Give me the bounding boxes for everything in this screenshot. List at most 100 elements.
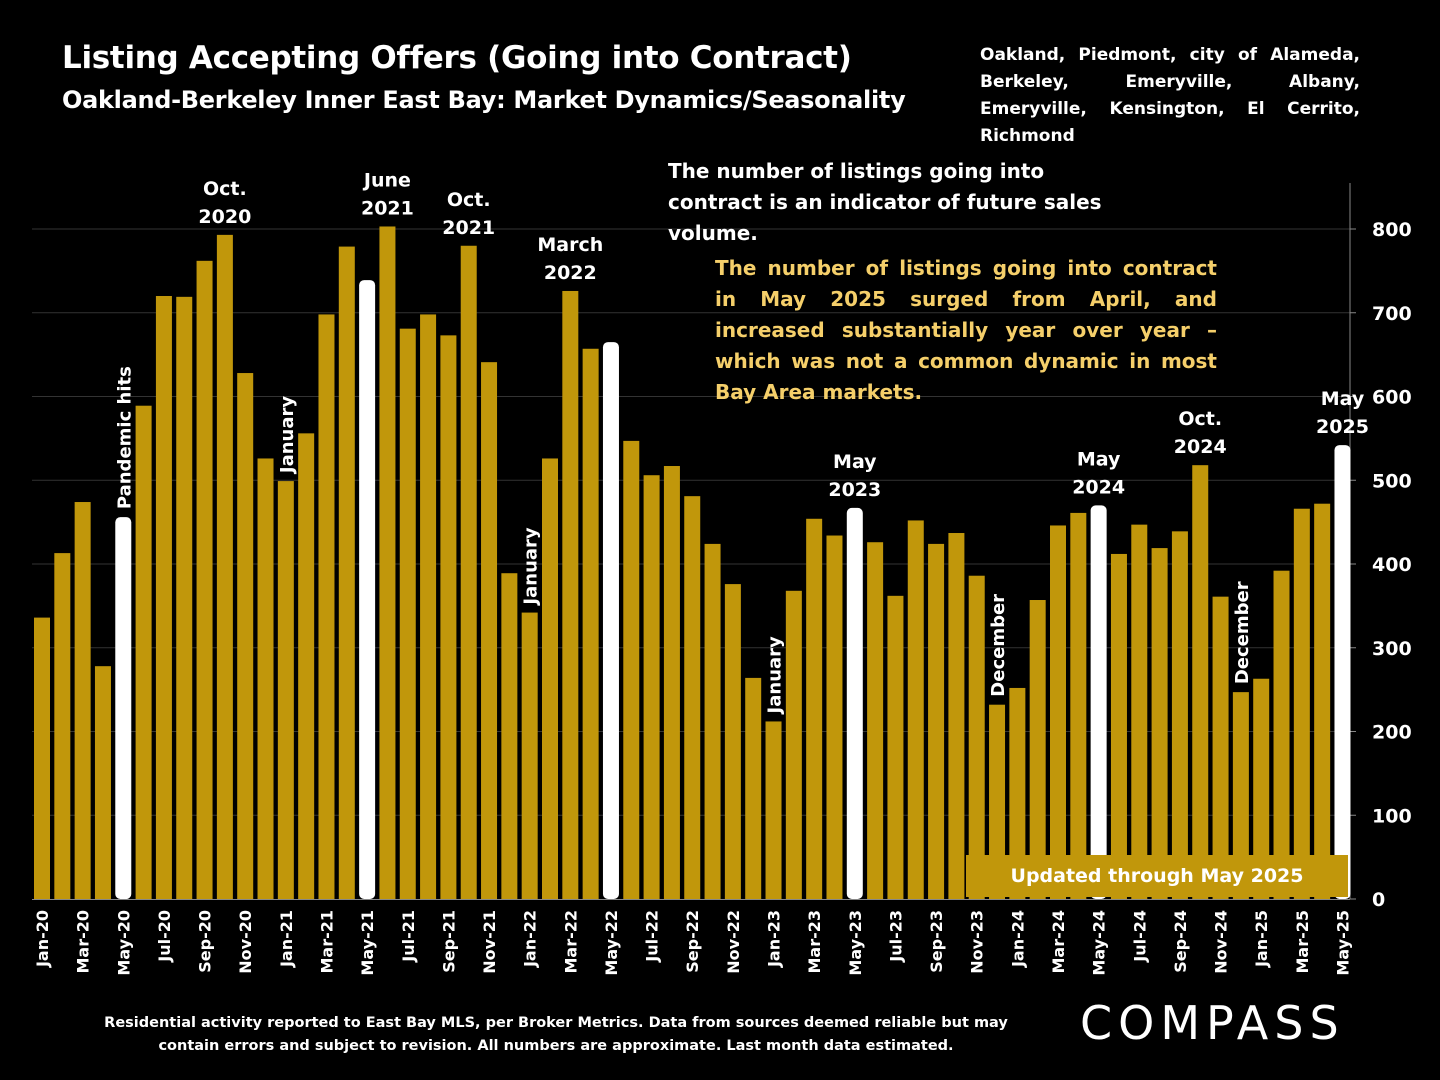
annotation-label: January [521, 527, 542, 606]
y-tick-label: 600 [1372, 387, 1412, 409]
annotation-label: Oct. [1178, 408, 1222, 430]
annotation-label: 2024 [1174, 436, 1227, 458]
annotation-label: January [277, 396, 298, 475]
bar [968, 575, 985, 899]
bar [846, 507, 863, 899]
x-tick-label: Mar-22 [561, 910, 580, 974]
bar [135, 405, 152, 899]
bar [562, 290, 579, 900]
bar [318, 314, 335, 899]
compass-logo: COMPASS [1080, 996, 1345, 1050]
annotation-label: 2025 [1316, 416, 1369, 438]
bar [1151, 548, 1168, 899]
bar [94, 666, 111, 899]
bar [1273, 570, 1290, 899]
x-tick-label: Jan-21 [277, 910, 296, 968]
y-tick-label: 100 [1372, 805, 1412, 827]
x-tick-label: Jul-22 [643, 910, 662, 963]
bar [867, 542, 884, 899]
bar-chart: 0 100 200 300 400 500 600 700 800 Jan-20 Mar-20 May… [32, 169, 1412, 976]
areas-list: Oakland, Piedmont, city of Alameda, Berk… [980, 45, 1360, 146]
bar [481, 362, 498, 900]
x-tick-label: Jul-24 [1130, 910, 1149, 963]
annotation-label: May [1321, 388, 1365, 410]
bar [54, 553, 71, 899]
bar [298, 433, 315, 899]
bar [724, 584, 741, 899]
bar [948, 533, 965, 899]
bar [216, 234, 233, 900]
bar [440, 335, 457, 899]
bar [989, 704, 1006, 899]
bar [1232, 692, 1249, 899]
chart-subtitle: Oakland-Berkeley Inner East Bay: Market … [62, 86, 906, 114]
bar [521, 612, 538, 899]
bar [155, 296, 172, 899]
bar [115, 517, 132, 899]
x-tick-label: May-24 [1090, 910, 1109, 976]
x-tick-label: May-23 [846, 910, 865, 976]
bar [1009, 687, 1026, 899]
x-tick-label: Jan-20 [33, 910, 52, 968]
x-tick-label: Jan-24 [1008, 910, 1027, 968]
y-tick-label: 0 [1372, 889, 1385, 911]
bar [196, 260, 213, 899]
x-tick-label: Nov-20 [236, 910, 255, 974]
bar [1212, 596, 1229, 899]
x-tick-label: Nov-21 [480, 910, 499, 974]
bar [420, 314, 437, 899]
bar [34, 617, 50, 899]
bar [1050, 525, 1066, 899]
x-tick-label: Sep-21 [439, 910, 458, 973]
bar [826, 535, 843, 899]
x-tick-label: Mar-25 [1293, 910, 1312, 974]
chart-title: Listing Accepting Offers (Going into Con… [62, 40, 852, 76]
x-tick-label: May-22 [602, 910, 621, 976]
y-tick-label: 500 [1372, 470, 1412, 492]
annotation-label: Oct. [203, 178, 247, 200]
y-tick-label: 800 [1372, 219, 1412, 241]
bar [1293, 508, 1310, 899]
annotation-label: January [765, 636, 786, 715]
bar [785, 590, 802, 899]
bar [379, 226, 396, 900]
x-tick-label: Mar-24 [1049, 910, 1068, 974]
bar [1070, 512, 1087, 899]
x-tick-label: Sep-23 [927, 910, 946, 973]
bar [806, 518, 823, 899]
bar [1171, 531, 1188, 899]
bar [623, 440, 640, 899]
bar [399, 328, 416, 900]
x-tick-label: May-21 [358, 910, 377, 976]
highlight-note: The number of listings going into contra… [715, 256, 1217, 404]
x-tick-label: Jan-23 [765, 910, 784, 968]
annotation-label: 2021 [442, 217, 495, 239]
indicator-note: The number of listings going into contra… [668, 159, 1102, 245]
x-tick-label: May-25 [1333, 910, 1352, 976]
x-tick-label: Sep-24 [1171, 910, 1190, 973]
bar [745, 677, 762, 899]
annotation-label: June [362, 169, 411, 191]
annotation-label: 2024 [1072, 476, 1125, 498]
annotation-label: December [988, 594, 1009, 697]
bar [1334, 445, 1351, 899]
x-tick-label: Nov-22 [724, 910, 743, 974]
x-tick-label: Jul-23 [886, 910, 905, 963]
annotation-label: December [1232, 581, 1253, 684]
annotation-label: Pandemic hits [114, 366, 135, 509]
bar [907, 520, 924, 899]
bar [704, 543, 721, 899]
x-tick-label: Nov-24 [1212, 910, 1231, 974]
x-tick-label: Mar-23 [805, 910, 824, 974]
bar [277, 481, 294, 899]
bar [74, 502, 91, 899]
annotation-label: 2020 [198, 206, 251, 228]
annotation-label: 2023 [828, 479, 881, 501]
bar [237, 373, 254, 899]
annotation-label: 2022 [544, 262, 597, 284]
x-tick-label: Jan-25 [1252, 910, 1271, 968]
bar [1029, 600, 1046, 899]
bar [887, 595, 904, 899]
x-tick-label: Sep-20 [196, 910, 215, 973]
y-tick-label: 300 [1372, 638, 1412, 660]
